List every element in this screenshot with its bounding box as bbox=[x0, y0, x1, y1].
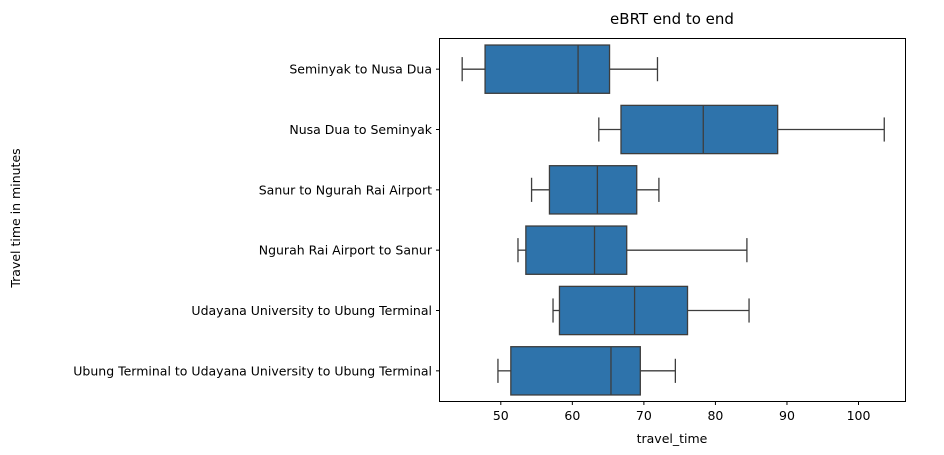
x-tick-label: 80 bbox=[707, 408, 723, 423]
box-5 bbox=[552, 285, 750, 336]
x-axis-title: travel_time bbox=[637, 431, 708, 446]
box-iqr bbox=[548, 165, 638, 215]
boxes-layer bbox=[461, 44, 885, 396]
x-tick-label: 70 bbox=[636, 408, 652, 423]
y-axis-title: Travel time in minutes bbox=[8, 148, 23, 288]
x-axis: 50 60 70 80 90 100 bbox=[493, 401, 871, 423]
box-1 bbox=[461, 44, 659, 94]
box-2 bbox=[598, 104, 885, 155]
box-3 bbox=[530, 165, 660, 215]
box-iqr bbox=[525, 225, 628, 275]
box-iqr bbox=[510, 346, 641, 396]
y-tick-label: Ngurah Rai Airport to Sanur bbox=[259, 243, 433, 258]
y-tick-label: Sanur to Ngurah Rai Airport bbox=[259, 182, 432, 197]
y-tick-label: Ubung Terminal to Udayana University to … bbox=[73, 363, 432, 378]
x-tick-label: 50 bbox=[493, 408, 509, 423]
box-4 bbox=[517, 225, 748, 275]
box-6 bbox=[497, 346, 677, 396]
box-iqr bbox=[558, 285, 689, 336]
x-tick-label: 90 bbox=[779, 408, 795, 423]
box-iqr bbox=[620, 104, 779, 155]
box-iqr bbox=[484, 44, 611, 94]
y-tick-label: Seminyak to Nusa Dua bbox=[289, 62, 432, 77]
y-tick-label: Udayana University to Ubung Terminal bbox=[191, 303, 432, 318]
plot-frame bbox=[439, 38, 906, 402]
y-tick-label: Nusa Dua to Seminyak bbox=[289, 122, 432, 137]
chart-title: eBRT end to end bbox=[610, 10, 734, 28]
y-axis: Seminyak to Nusa Dua Nusa Dua to Seminyak… bbox=[73, 62, 440, 378]
x-tick-label: 100 bbox=[847, 408, 871, 423]
x-tick-label: 60 bbox=[564, 408, 580, 423]
